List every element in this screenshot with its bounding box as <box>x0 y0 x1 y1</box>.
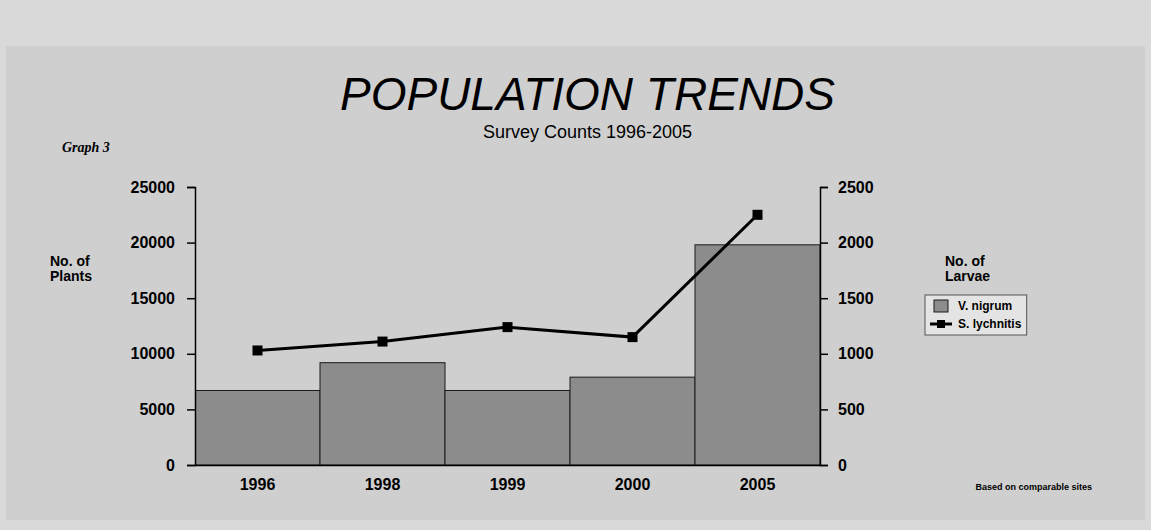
tick-label: 500 <box>838 401 865 418</box>
legend-item: V. nigrum <box>934 299 1012 313</box>
tick-mark <box>820 409 828 411</box>
tick-label: 5000 <box>139 401 175 418</box>
tick-label: 0 <box>166 457 175 474</box>
legend-box <box>925 295 1027 335</box>
marker <box>628 332 638 342</box>
tick-mark <box>187 242 195 244</box>
tick: 20000 <box>131 234 196 251</box>
tick-label: 1500 <box>838 290 874 307</box>
axis-line <box>821 188 829 466</box>
tick-mark <box>187 354 195 356</box>
tick-label: 1996 <box>240 476 276 493</box>
tick-label: 2005 <box>740 476 776 493</box>
axis-line <box>196 465 821 467</box>
bar <box>695 245 820 465</box>
tick: 0 <box>166 457 195 474</box>
tick: 2005 <box>740 465 776 493</box>
graph-label: Graph 3 <box>62 140 110 155</box>
legend-marker <box>937 320 945 328</box>
subtitle: Survey Counts 1996-2005 <box>483 122 692 142</box>
marker <box>378 337 388 347</box>
tick-label: 2000 <box>838 234 874 251</box>
tick: 5000 <box>139 401 195 418</box>
tick: 1500 <box>820 290 874 307</box>
tick: 1000 <box>820 345 874 362</box>
tick: 2000 <box>820 234 874 251</box>
chart: POPULATION TRENDSSurvey Counts 1996-2005… <box>0 0 1151 530</box>
tick: 500 <box>820 401 865 418</box>
tick: 25000 <box>131 179 196 196</box>
tick-mark <box>187 465 195 467</box>
legend-swatch <box>934 300 948 312</box>
tick-mark <box>820 242 828 244</box>
bar <box>195 390 320 465</box>
marker <box>503 322 513 332</box>
marker <box>253 345 263 355</box>
tick: 1998 <box>365 465 401 493</box>
tick: 2500 <box>820 179 874 196</box>
tick-label: 1000 <box>838 345 874 362</box>
panel <box>6 46 1145 520</box>
tick-mark <box>187 409 195 411</box>
tick: 10000 <box>131 345 196 362</box>
legend-item: S. lychnitis <box>930 317 1022 331</box>
axis: 0 500 1000 1500 2000 2500 <box>820 179 874 474</box>
tick-label: 25000 <box>131 179 176 196</box>
plot-area <box>195 210 820 465</box>
title: POPULATION TRENDS <box>340 68 835 120</box>
line <box>258 215 758 351</box>
legend: V. nigrum S. lychnitis <box>925 295 1027 335</box>
footnote: Based on comparable sites <box>975 482 1092 492</box>
legend-label: V. nigrum <box>958 299 1012 313</box>
tick-mark <box>820 187 828 189</box>
tick-label: 10000 <box>131 345 176 362</box>
marker <box>753 210 763 220</box>
bar <box>445 390 570 465</box>
tick: 0 <box>820 457 847 474</box>
bar <box>570 377 695 465</box>
tick-label: 1998 <box>365 476 401 493</box>
tick-label: 15000 <box>131 290 176 307</box>
tick-label: 2500 <box>838 179 874 196</box>
tick-label: 2000 <box>615 476 651 493</box>
axis: 0 5000 10000 15000 20000 25000 <box>131 179 196 474</box>
tick-label: 1999 <box>490 476 526 493</box>
tick: 2000 <box>615 465 651 493</box>
tick: 1996 <box>240 465 276 493</box>
axis-line <box>187 188 196 466</box>
tick-mark <box>820 298 828 300</box>
tick-mark <box>820 354 828 356</box>
tick-label: 0 <box>838 457 847 474</box>
background <box>0 0 1151 530</box>
legend-label: S. lychnitis <box>958 317 1022 331</box>
tick-mark <box>187 298 195 300</box>
axis-title: No. ofPlants <box>50 253 92 284</box>
tick-mark <box>820 465 828 467</box>
tick: 15000 <box>131 290 196 307</box>
tick-label: 20000 <box>131 234 176 251</box>
tick-mark <box>187 187 195 189</box>
axis-title: No. ofLarvae <box>945 253 990 284</box>
axis: 1996 1998 1999 2000 2005 <box>196 465 821 493</box>
bar <box>320 363 445 465</box>
tick: 1999 <box>490 465 526 493</box>
